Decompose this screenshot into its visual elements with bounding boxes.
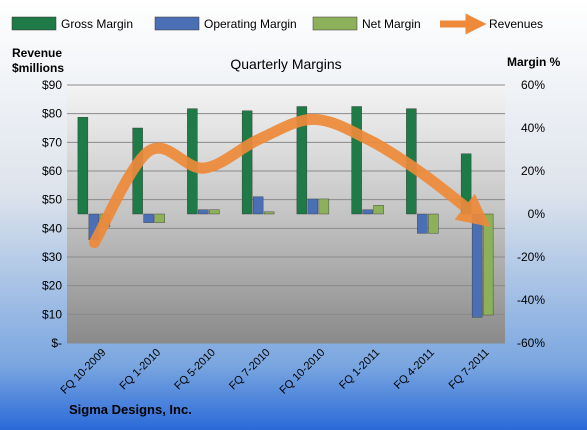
revenue-line-group — [88, 113, 491, 249]
left-axis-label-line1: Revenue — [12, 46, 62, 60]
right-axis-label: Margin % — [507, 55, 561, 69]
net-margin-bar — [318, 198, 330, 215]
left-axis-label-line2: $millions — [12, 61, 64, 75]
right-tick-label: 60% — [521, 78, 545, 92]
left-tick-label: $60 — [42, 164, 62, 178]
gross-margin-legend-label: Gross Margin — [61, 17, 133, 31]
left-tick-label: $10 — [42, 307, 62, 321]
left-axis-ticks: $- $10 $20 $30 $40 $50 $60 $70 $80 $90 — [42, 78, 62, 350]
right-tick-label: -40% — [517, 293, 545, 307]
operating-margin-bar — [307, 198, 319, 215]
net-margin-bar — [428, 213, 439, 234]
right-tick-label: 20% — [521, 164, 545, 178]
left-tick-label: $80 — [42, 107, 62, 121]
gross-margin-bar — [351, 106, 362, 215]
right-tick-label: -60% — [517, 336, 545, 350]
revenue-line — [88, 113, 491, 249]
operating-margin-legend-swatch — [154, 16, 200, 31]
left-tick-label: $- — [51, 336, 62, 350]
chart-title: Quarterly Margins — [230, 56, 341, 72]
operating-margin-bar — [471, 213, 483, 318]
net-margin-legend-label: Net Margin — [362, 17, 421, 31]
right-tick-label: 40% — [521, 121, 545, 135]
operating-margin-bar — [417, 213, 428, 234]
legend: Gross Margin Operating Margin Net Margin Re… — [11, 13, 543, 35]
company-name: Sigma Designs, Inc. — [69, 402, 192, 417]
net-margin-bar — [209, 209, 220, 215]
net-margin-bar — [154, 213, 165, 223]
gross-margin-legend-swatch — [11, 16, 57, 31]
net-margin-bar — [482, 213, 494, 316]
operating-margin-legend-label: Operating Margin — [204, 17, 297, 31]
left-tick-label: $30 — [42, 250, 62, 264]
gross-margin-bar — [77, 117, 89, 215]
left-tick-label: $90 — [42, 78, 62, 92]
gross-margin-bar — [241, 110, 253, 215]
left-tick-label: $20 — [42, 279, 62, 293]
operating-margin-bar — [198, 209, 209, 215]
left-tick-label: $70 — [42, 135, 62, 149]
right-tick-label: -20% — [517, 250, 545, 264]
right-tick-label: 0% — [528, 207, 546, 221]
right-axis-ticks: -60% -40% -20% 0% 20% 40% 60% — [517, 78, 545, 350]
net-margin-bar — [373, 205, 384, 215]
left-tick-label: $50 — [42, 193, 62, 207]
operating-margin-bar — [143, 213, 154, 223]
revenues-legend-label: Revenues — [489, 17, 543, 31]
operating-margin-bar — [252, 196, 264, 215]
net-margin-legend-swatch — [312, 16, 358, 31]
net-margin-bar — [263, 211, 275, 215]
left-tick-label: $40 — [42, 221, 62, 235]
operating-margin-bar — [362, 209, 373, 215]
gross-margin-bar — [296, 106, 308, 215]
